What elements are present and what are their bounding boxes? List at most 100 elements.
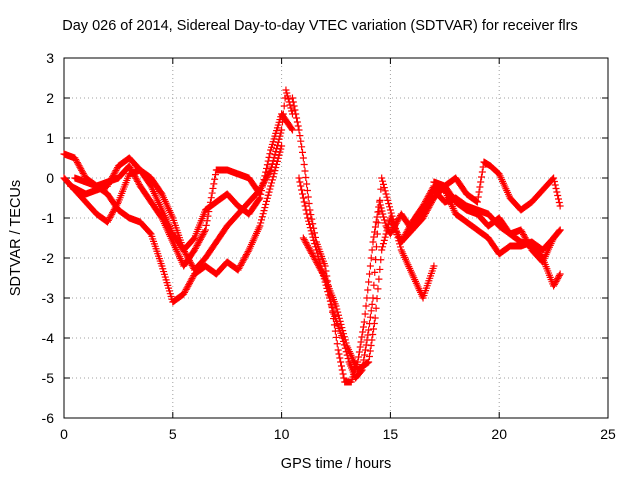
data-point	[556, 226, 564, 234]
series-track-j	[408, 182, 564, 266]
x-tick-label: 20	[491, 426, 507, 442]
data-point	[157, 189, 165, 197]
data-point	[365, 358, 373, 366]
data-point	[304, 242, 312, 250]
data-point	[237, 260, 245, 268]
data-point	[367, 307, 375, 315]
data-point	[146, 229, 154, 237]
data-point	[288, 107, 296, 115]
data-point	[374, 219, 382, 227]
data-point	[112, 203, 120, 211]
data-point	[307, 227, 315, 235]
data-point	[386, 203, 394, 211]
data-point	[267, 166, 275, 174]
data-point	[333, 305, 341, 313]
data-point	[358, 333, 366, 341]
data-point	[373, 230, 381, 238]
data-point	[367, 254, 375, 262]
data-point	[395, 215, 403, 223]
data-point	[306, 246, 314, 254]
data-point	[319, 269, 327, 277]
data-point	[234, 266, 242, 274]
data-point	[473, 197, 481, 205]
data-point	[306, 224, 314, 232]
data-point	[73, 159, 81, 167]
data-point	[382, 190, 390, 198]
data-point	[113, 165, 121, 173]
data-point	[361, 310, 369, 318]
data-point	[265, 153, 273, 161]
data-point	[317, 266, 325, 274]
data-point	[260, 207, 268, 215]
data-point	[80, 171, 88, 179]
data-point	[430, 262, 438, 270]
data-point	[300, 161, 308, 168]
data-point	[129, 168, 137, 176]
data-point	[474, 193, 482, 201]
data-point	[293, 114, 301, 122]
data-point	[384, 224, 392, 232]
data-point	[337, 320, 345, 328]
data-point	[133, 176, 141, 184]
data-point	[211, 171, 219, 179]
x-tick-label: 25	[600, 426, 616, 442]
data-point	[181, 287, 189, 295]
data-point	[550, 282, 558, 290]
y-tick-label: -4	[42, 330, 55, 346]
data-point	[259, 179, 267, 187]
data-point	[280, 102, 288, 110]
data-point	[264, 191, 272, 199]
data-point	[551, 181, 559, 189]
data-point	[301, 167, 309, 175]
data-point	[556, 202, 564, 210]
data-point	[342, 339, 350, 347]
data-point	[335, 314, 343, 322]
data-point	[524, 238, 532, 246]
data-point	[310, 236, 318, 244]
data-point	[187, 276, 195, 284]
data-point	[328, 304, 336, 312]
data-point	[304, 214, 312, 222]
data-point	[378, 246, 386, 254]
data-point	[368, 336, 376, 344]
data-point	[364, 359, 372, 367]
data-point	[381, 187, 389, 195]
y-tick-label: -2	[42, 250, 55, 266]
data-point	[372, 243, 380, 251]
data-point	[203, 217, 211, 225]
data-point	[261, 204, 269, 212]
data-point	[308, 249, 316, 257]
data-point	[266, 150, 274, 158]
data-point	[77, 165, 85, 173]
data-point	[386, 206, 394, 214]
data-point	[126, 164, 134, 172]
data-point	[184, 282, 192, 290]
data-point	[187, 260, 195, 268]
data-point	[304, 193, 312, 201]
data-point	[299, 194, 307, 202]
data-point	[191, 246, 199, 254]
data-point	[336, 354, 344, 362]
data-point	[263, 164, 271, 172]
data-point	[258, 216, 266, 224]
data-point	[385, 200, 393, 208]
data-point	[310, 254, 318, 262]
data-point	[198, 232, 206, 240]
data-point	[299, 234, 307, 242]
data-point	[381, 233, 389, 241]
data-point	[259, 210, 267, 218]
data-point	[554, 275, 562, 282]
data-point	[523, 237, 531, 245]
data-point	[157, 213, 165, 221]
data-point	[298, 186, 306, 194]
data-point	[268, 176, 276, 184]
series-track-d	[71, 162, 264, 270]
data-point	[382, 230, 390, 238]
data-point	[105, 215, 113, 223]
y-tick-label: -6	[42, 410, 55, 426]
data-point	[377, 185, 385, 193]
data-point	[334, 308, 342, 316]
data-point	[271, 167, 279, 175]
data-point	[263, 161, 271, 169]
